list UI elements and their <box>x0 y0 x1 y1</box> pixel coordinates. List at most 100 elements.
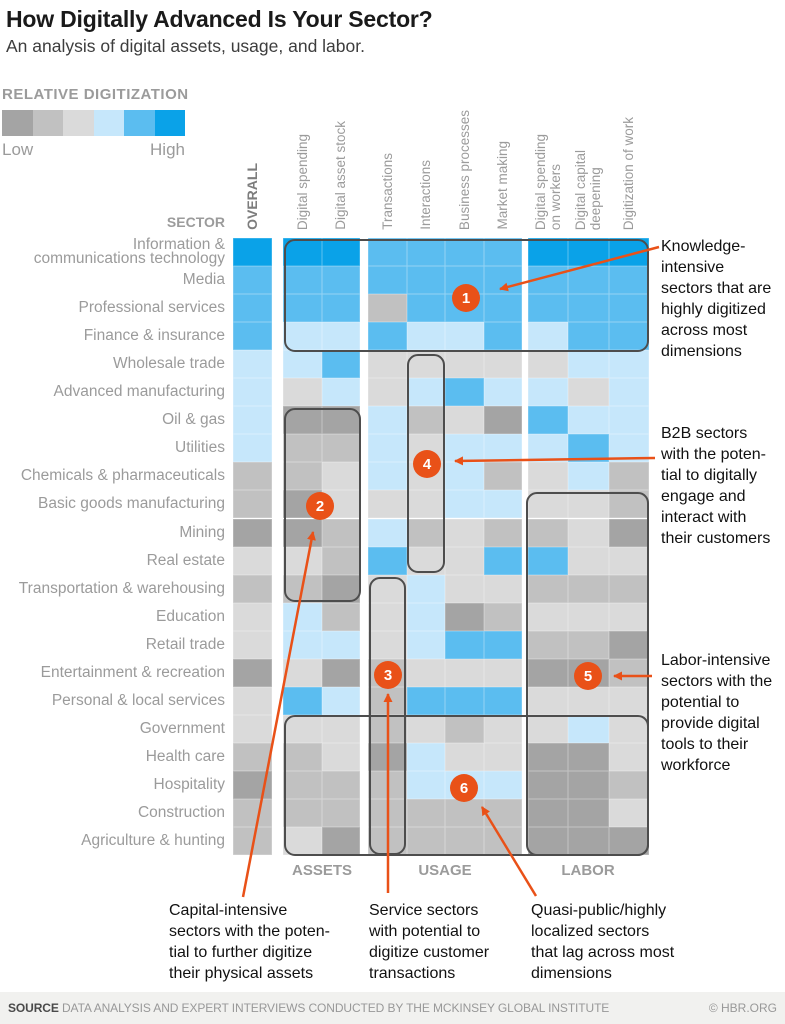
heatmap-cell <box>608 350 649 379</box>
heatmap-cell <box>568 799 609 828</box>
column-header: Digitization of work <box>609 84 649 230</box>
heatmap-cell <box>406 406 445 435</box>
heatmap-cell <box>528 518 569 547</box>
row-label: Advanced manufacturing <box>53 383 225 401</box>
heatmap-cell <box>608 462 649 491</box>
column-header-label: Digital asset stock <box>333 121 349 230</box>
heatmap-cell <box>445 686 484 715</box>
heatmap-cell <box>528 630 569 659</box>
heatmap-cell <box>406 378 445 407</box>
sector-column-label: SECTOR <box>166 214 225 230</box>
heatmap-cell <box>568 602 609 631</box>
heatmap-cell <box>233 827 272 856</box>
legend-swatch <box>2 110 33 136</box>
heatmap-cell <box>233 714 272 743</box>
heatmap-cell <box>406 827 445 856</box>
column-header: Market making <box>484 84 523 230</box>
heatmap-cell <box>406 602 445 631</box>
heatmap-cell <box>528 462 569 491</box>
heatmap-cell <box>233 462 272 491</box>
heatmap-cell <box>528 770 569 799</box>
heatmap-cell <box>568 546 609 575</box>
heatmap-cell <box>233 518 272 547</box>
heatmap-cell <box>368 238 407 267</box>
heatmap-cell <box>233 799 272 828</box>
heatmap-cell <box>568 827 609 856</box>
heatmap-cell <box>406 518 445 547</box>
heatmap-cell <box>368 322 407 351</box>
column-header: OVERALL <box>233 84 272 230</box>
highlight-rect-2 <box>284 408 361 602</box>
heatmap-cell <box>321 238 360 267</box>
column-header-label: Market making <box>495 141 511 230</box>
heatmap-cell <box>321 827 360 856</box>
footer-source: SOURCE DATA ANALYSIS AND EXPERT INTERVIE… <box>8 1001 609 1015</box>
heatmap-cell <box>406 238 445 267</box>
row-label: Retail trade <box>145 635 225 653</box>
heatmap-cell <box>528 406 569 435</box>
heatmap-cell <box>321 546 360 575</box>
heatmap-cell <box>608 294 649 323</box>
heatmap-cell <box>608 518 649 547</box>
heatmap-cell <box>568 378 609 407</box>
heatmap-cell <box>406 294 445 323</box>
heatmap-cell <box>483 490 522 519</box>
heatmap-cell <box>528 658 569 687</box>
heatmap-cell <box>445 322 484 351</box>
heatmap-cell <box>321 714 360 743</box>
legend-title: RELATIVE DIGITIZATION <box>2 86 189 103</box>
row-label: Education <box>156 607 225 625</box>
heatmap-cell <box>283 266 322 295</box>
legend-swatch <box>63 110 94 136</box>
heatmap-cell <box>483 378 522 407</box>
heatmap-cell <box>283 462 322 491</box>
heatmap-cell <box>233 602 272 631</box>
heatmap-cell <box>568 630 609 659</box>
highlight-rect-1 <box>284 239 649 352</box>
heatmap-cell <box>483 742 522 771</box>
heatmap-cell <box>528 546 569 575</box>
heatmap-cell <box>568 742 609 771</box>
heatmap-cell <box>608 546 649 575</box>
heatmap-cell <box>568 518 609 547</box>
row-label: Basic goods manufacturing <box>38 495 225 513</box>
column-header-label: Digitization of work <box>621 116 637 230</box>
row-label: Transportation & warehousing <box>18 579 225 597</box>
heatmap-cell <box>233 266 272 295</box>
heatmap-cell <box>321 322 360 351</box>
heatmap-cell <box>445 602 484 631</box>
heatmap-cell <box>233 742 272 771</box>
heatmap-cell <box>233 658 272 687</box>
heatmap-cell <box>568 462 609 491</box>
heatmap-cell <box>321 658 360 687</box>
heatmap-cell <box>406 799 445 828</box>
heatmap-cell <box>368 294 407 323</box>
heatmap-cell <box>233 406 272 435</box>
heatmap-cell <box>528 350 569 379</box>
annotation-badge-6: 6 <box>450 774 478 802</box>
row-label: Hospitality <box>153 775 226 793</box>
legend-low-label: Low <box>2 140 34 159</box>
row-label: Real estate <box>146 551 225 569</box>
heatmap-cell <box>368 630 407 659</box>
row-label: Media <box>182 271 225 289</box>
group-label-usage: USAGE <box>418 862 472 879</box>
heatmap-cell <box>445 574 484 603</box>
annotation-text-5: Labor-intensive sectors with the potenti… <box>661 652 773 774</box>
row-label: Construction <box>137 804 225 822</box>
heatmap-cell <box>608 742 649 771</box>
column-header: Digital spending on workers <box>528 84 568 230</box>
heatmap-cell <box>321 462 360 491</box>
group-label-assets: ASSETS <box>291 862 352 879</box>
page-title: How Digitally Advanced Is Your Sector? <box>6 6 433 32</box>
heatmap-cell <box>445 742 484 771</box>
heatmap-cell <box>368 602 407 631</box>
heatmap-cell <box>321 630 360 659</box>
column-header: Business processes <box>445 84 484 230</box>
heatmap-cell <box>368 406 407 435</box>
heatmap-cell <box>568 322 609 351</box>
heatmap-cell <box>483 350 522 379</box>
column-header: Transactions <box>368 84 407 230</box>
heatmap-cell <box>568 490 609 519</box>
column-header-label: OVERALL <box>244 163 260 230</box>
